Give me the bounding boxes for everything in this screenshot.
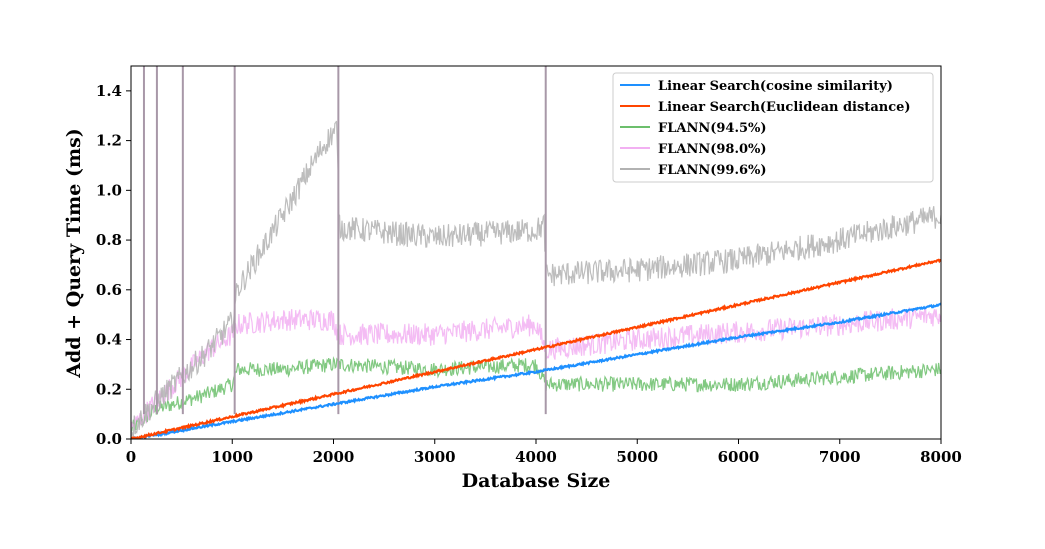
y-tick-label: 1.4 [96, 82, 122, 100]
y-axis-ticks: 0.0 0.2 0.4 0.6 0.8 1.0 1.2 1.4 [96, 82, 131, 448]
y-axis-label: Add + Query Time (ms) [63, 128, 85, 379]
legend-entry-label: FLANN(99.6%) [658, 163, 767, 178]
x-tick-label: 7000 [819, 448, 861, 466]
x-tick-label: 0 [126, 448, 136, 466]
x-tick-label: 5000 [616, 448, 658, 466]
series-line-euclidean [131, 258, 941, 439]
plot-series-area [131, 66, 941, 439]
x-tick-label: 6000 [718, 448, 760, 466]
y-tick-label: 0.4 [96, 331, 122, 349]
y-tick-label: 1.2 [96, 132, 122, 150]
series-line-flann-94-5 [131, 356, 941, 432]
legend: Linear Search(cosine similarity) Linear S… [612, 72, 934, 183]
legend-box [612, 72, 934, 183]
x-tick-label: 1000 [211, 448, 253, 466]
x-tick-label: 2000 [313, 448, 355, 466]
y-tick-label: 1.0 [96, 181, 122, 199]
y-tick-label: 0.6 [96, 281, 122, 299]
legend-entry-label: Linear Search(cosine similarity) [658, 79, 893, 94]
y-tick-label: 0.8 [96, 231, 122, 249]
x-tick-label: 4000 [515, 448, 557, 466]
series-line-flann-99-6 [131, 120, 941, 438]
legend-entry-label: FLANN(98.0%) [658, 142, 767, 157]
y-tick-label: 0.0 [96, 430, 122, 448]
legend-entry-label: Linear Search(Euclidean distance) [658, 100, 911, 115]
series-line-cosine [131, 302, 941, 439]
legend-entry-label: FLANN(94.5%) [658, 121, 767, 136]
x-axis-label: Database Size [462, 470, 611, 492]
x-axis-ticks: 0 1000 2000 3000 4000 5000 6000 7000 8000 [126, 439, 962, 466]
x-tick-label: 8000 [920, 448, 962, 466]
x-tick-label: 3000 [414, 448, 456, 466]
y-tick-label: 0.2 [96, 380, 122, 398]
series-line-flann-98-0 [131, 306, 941, 432]
